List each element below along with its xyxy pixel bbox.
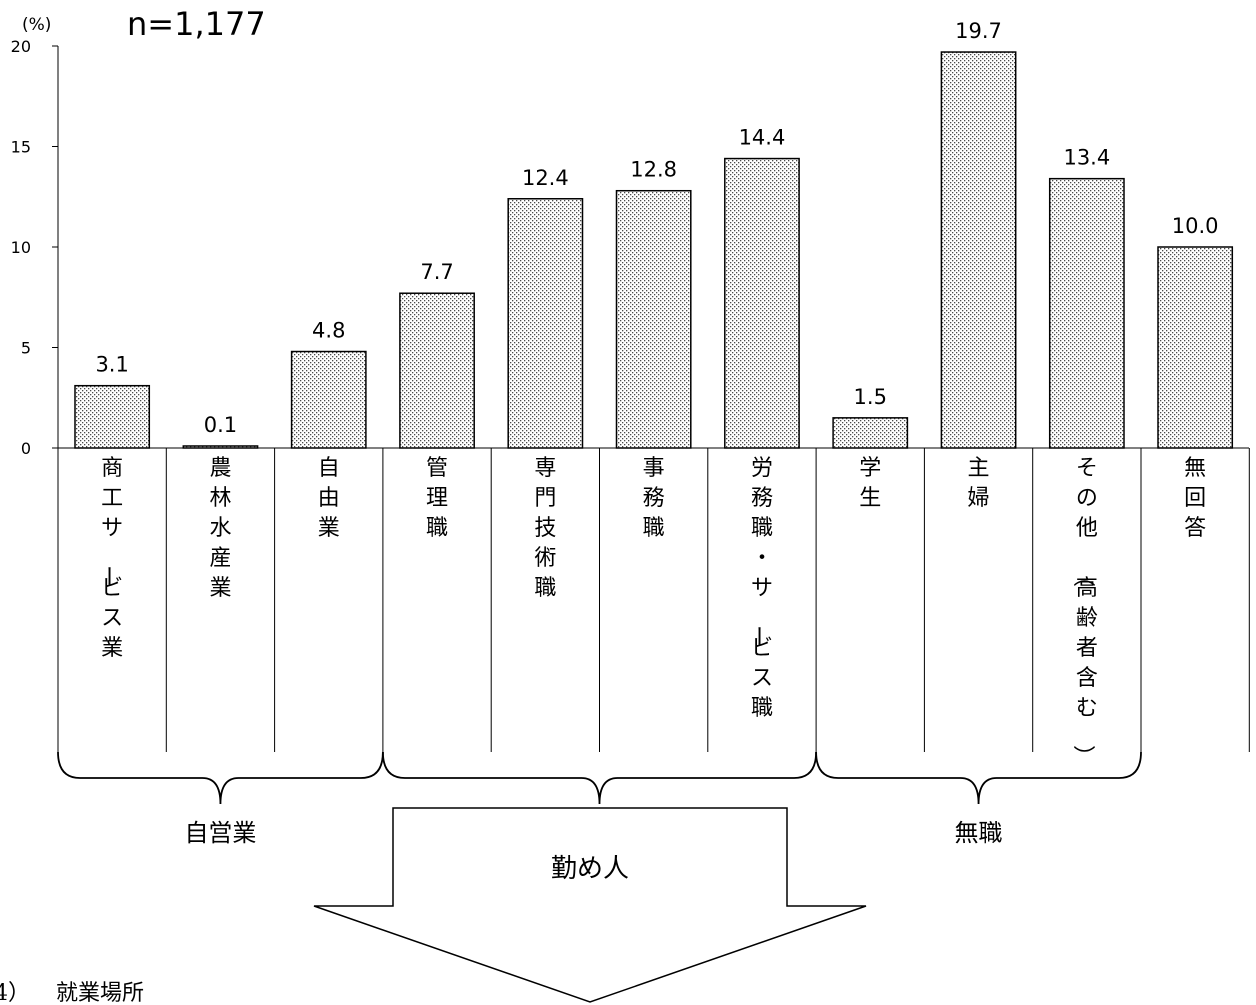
data-label: 13.4 [1063,146,1110,170]
category-label: 専門技術職 [534,456,556,601]
value-labels: 3.1 0.1 4.8 7.7 12.4 12.8 14.4 1.5 19.7 13.4 10.0 [95,19,1218,437]
group-brace [815,751,1142,805]
category-label: 主婦 [968,456,990,511]
group-brace [57,751,384,805]
bar [1048,177,1125,449]
bars [74,51,1234,449]
bar [940,51,1017,449]
data-label: 4.8 [312,319,345,343]
bar [182,445,259,449]
data-label: 12.4 [522,166,569,190]
group-label-self-employed: 自営業 [184,819,256,847]
bar [1157,246,1234,449]
bar [832,417,909,449]
y-tick-label: 10 [11,238,31,257]
y-axis-ticks: 0 5 10 15 20 [11,37,58,458]
bar [74,384,151,449]
category-label: 学生 [859,456,881,511]
employee-arrow-shape [313,807,867,1003]
data-label: 3.1 [95,353,128,377]
group-label-unemployed: 無職 [955,819,1003,847]
y-tick-label: 15 [11,138,31,157]
category-label: 農林水産業 [209,456,231,601]
category-label: 無回答 [1184,456,1206,541]
y-tick-label: 0 [21,439,31,458]
y-tick-label: 5 [21,339,31,358]
data-label: 19.7 [955,19,1002,43]
data-label: 1.5 [854,385,887,409]
footer-section-title: 就業場所 [56,981,144,1005]
sample-size-label: n=1,177 [127,5,266,43]
data-label: 14.4 [739,126,786,150]
y-tick-label: 20 [11,37,31,56]
category-labels: 商工サービス業 農林水産業 自由業 管理職 専門技術職 事務職 労務職・サービス職 学生 主婦 そ… [95,456,1206,767]
bar [724,157,800,449]
bar [399,292,475,449]
category-label-box [57,448,1250,752]
data-label: 7.7 [420,260,453,284]
data-label: 12.8 [630,158,677,182]
category-label: 労務職・サービス職 [745,456,773,721]
category-label: その他（高齢者含む） [1070,456,1098,767]
footer-section-number: 4） [0,981,30,1005]
category-label: 事務職 [643,456,665,541]
bar [507,198,584,449]
unit-label: (%) [22,15,51,35]
category-label: 管理職 [426,456,448,541]
group-label-employees: 勤め人 [551,854,629,884]
data-label: 0.1 [204,413,237,437]
data-label: 10.0 [1172,214,1219,238]
bar [615,189,692,449]
category-label: 自由業 [318,456,340,541]
group-braces [57,751,1142,805]
category-label: 商工サービス業 [95,456,123,661]
group-brace [382,751,817,805]
bar [290,350,367,449]
